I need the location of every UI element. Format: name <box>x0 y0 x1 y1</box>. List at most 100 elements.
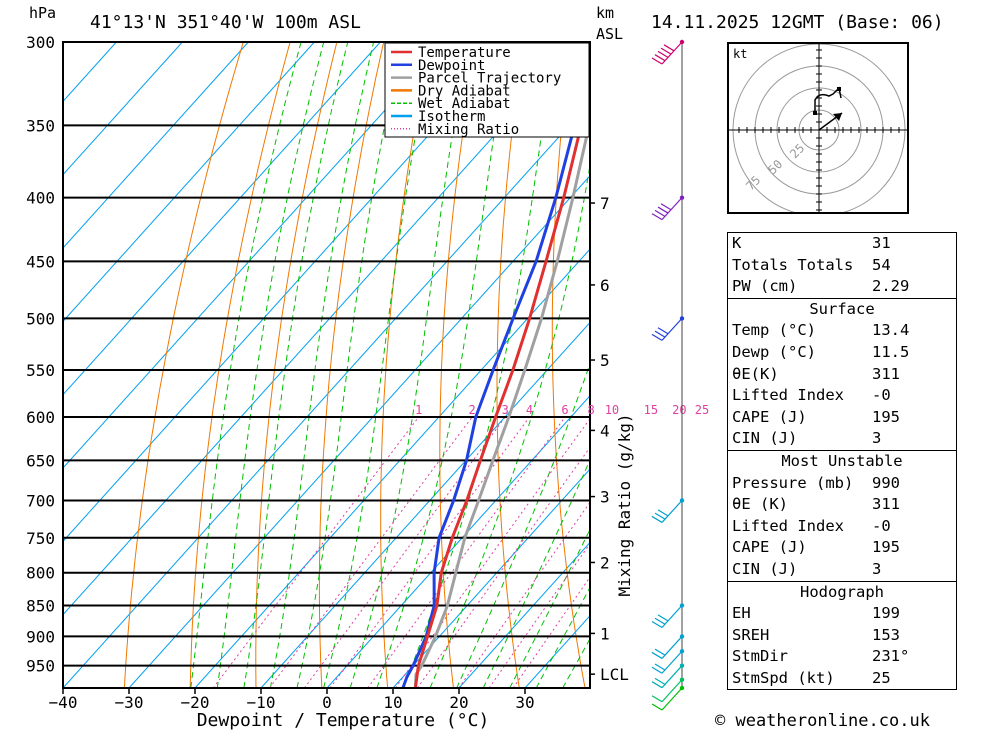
wind-barb-flag <box>651 57 663 65</box>
pressure-tick-label: 750 <box>26 529 55 548</box>
x-tick-label: −10 <box>247 693 276 712</box>
isotherm-line <box>63 42 315 323</box>
stat-label: K <box>732 234 742 252</box>
wind-barb-flag <box>660 203 672 211</box>
stat-label: EH <box>732 604 751 623</box>
wind-barb-flag <box>651 213 663 221</box>
stat-row: Lifted Index -0 <box>728 516 956 538</box>
isotherm-line <box>392 468 590 688</box>
legend-entry: Mixing Ratio <box>418 122 519 138</box>
stat-row: StmDir 231° <box>728 646 956 668</box>
isotherm-line <box>194 248 590 688</box>
surface-section: Surface Temp (°C) 13.4 Dewp (°C) 11.5 θE(K… <box>728 297 956 450</box>
wind-barb-flag <box>657 327 669 335</box>
stat-value: 311 <box>872 364 900 383</box>
stat-row: CAPE (J) 195 <box>728 537 956 559</box>
parcel-trajectory-profile <box>413 114 590 688</box>
wind-barb <box>651 649 685 674</box>
credit-link[interactable]: © weatheronline.co.uk <box>715 711 930 731</box>
stat-row: K 31 <box>728 233 956 255</box>
stat-label: Pressure (mb) <box>732 473 854 492</box>
wet-adiabat-line <box>269 42 375 688</box>
pressure-tick-label: 700 <box>26 491 55 510</box>
isotherm-line <box>260 321 590 688</box>
wind-barb-flag <box>657 509 669 517</box>
legend-entry: Dry Adiabat <box>418 83 511 99</box>
mixing-ratio-label: 3 <box>502 403 509 417</box>
hodograph-plot: kt 25 50 75 <box>729 43 907 217</box>
section-title: Most Unstable <box>781 451 903 470</box>
stat-value: 195 <box>872 538 900 557</box>
km-tick-label: 7 <box>600 194 610 213</box>
wind-barb-flag <box>657 614 669 622</box>
pressure-tick-label: 850 <box>26 597 55 616</box>
pressure-tick-label: 500 <box>26 309 55 328</box>
stat-row: Temp (°C) 13.4 <box>728 320 956 342</box>
wind-barb-flag <box>651 695 663 703</box>
km-tick-label: 4 <box>600 421 610 440</box>
wind-barb-flag <box>654 648 666 656</box>
mixing-ratio-label: 25 <box>695 403 709 417</box>
km-tick-label: 2 <box>600 553 610 572</box>
km-tick-label: 6 <box>600 276 610 295</box>
stat-value: 3 <box>872 429 882 448</box>
dry-adiabat-line <box>496 42 525 688</box>
wind-barb-flag <box>660 47 672 55</box>
dry-adiabat-line <box>189 42 291 688</box>
wind-barb-shaft <box>661 679 683 703</box>
stat-value: 231° <box>872 647 910 666</box>
km-tick-label: 5 <box>600 351 610 370</box>
wind-barb-flag <box>654 677 666 685</box>
wet-adiabat-line <box>402 42 556 688</box>
wet-adiabat-line <box>190 42 302 688</box>
mixing-ratio-line <box>269 416 473 688</box>
mixing-ratio-label: 20 <box>672 403 686 417</box>
mixing-ratio-label: 10 <box>605 403 619 417</box>
stat-label: CIN (J) <box>732 559 798 578</box>
wet-adiabat-line <box>243 42 349 688</box>
isotherm-line <box>63 42 381 396</box>
wind-barb-shaft <box>661 650 683 674</box>
wind-barb-flag <box>657 206 669 214</box>
mixing-ratio-label: 8 <box>588 403 595 417</box>
indices-section: K 31 Totals Totals 54 PW (cm) 2.29 <box>728 233 956 298</box>
stat-value: 311 <box>872 495 900 514</box>
pressure-tick-label: 950 <box>26 657 55 676</box>
stat-label: StmDir <box>732 647 788 666</box>
legend-entry: Dewpoint <box>418 58 485 74</box>
isotherm-line <box>458 541 590 688</box>
hpa-unit-label: hPa <box>29 4 57 22</box>
mixing-ratio-line <box>212 416 420 688</box>
isotherm-line <box>63 42 249 249</box>
hodograph-ring-label: 50 <box>765 157 785 177</box>
stat-label: CIN (J) <box>732 429 798 448</box>
wind-barb-shaft <box>661 605 683 628</box>
wet-adiabat-line <box>376 42 510 688</box>
stat-label: Lifted Index <box>732 516 844 535</box>
mixing-ratio-line <box>367 416 566 688</box>
wet-adiabat-line <box>509 528 590 688</box>
isotherm-line <box>63 42 579 616</box>
wet-adiabat-line <box>429 162 590 688</box>
wet-adiabat-line <box>323 42 434 688</box>
stat-value: 2.29 <box>872 277 910 296</box>
wind-barb-flag <box>651 666 663 674</box>
stat-value: 153 <box>872 625 900 644</box>
hodograph-unit-label: kt <box>733 47 747 61</box>
isotherm-line <box>63 42 183 176</box>
location-title: 41°13'N 351°40'W 100m ASL <box>90 12 361 33</box>
temperature-profile <box>413 84 590 688</box>
pressure-tick-label: 350 <box>26 116 55 135</box>
stat-label: θE (K) <box>732 495 788 514</box>
wind-barb-flag <box>651 681 663 689</box>
wet-adiabat-line <box>296 42 403 688</box>
pressure-tick-label: 900 <box>26 627 55 646</box>
wind-barb-flag <box>654 617 666 625</box>
legend-entry: Temperature <box>418 45 511 61</box>
storm-motion-arrow-icon <box>833 113 842 121</box>
wind-barb-flag <box>654 663 666 671</box>
wind-barb-shaft <box>661 197 683 221</box>
km-tick-label: 1 <box>600 624 610 643</box>
pressure-tick-label: 800 <box>26 564 55 583</box>
mixing-ratio-label: 4 <box>526 403 533 417</box>
